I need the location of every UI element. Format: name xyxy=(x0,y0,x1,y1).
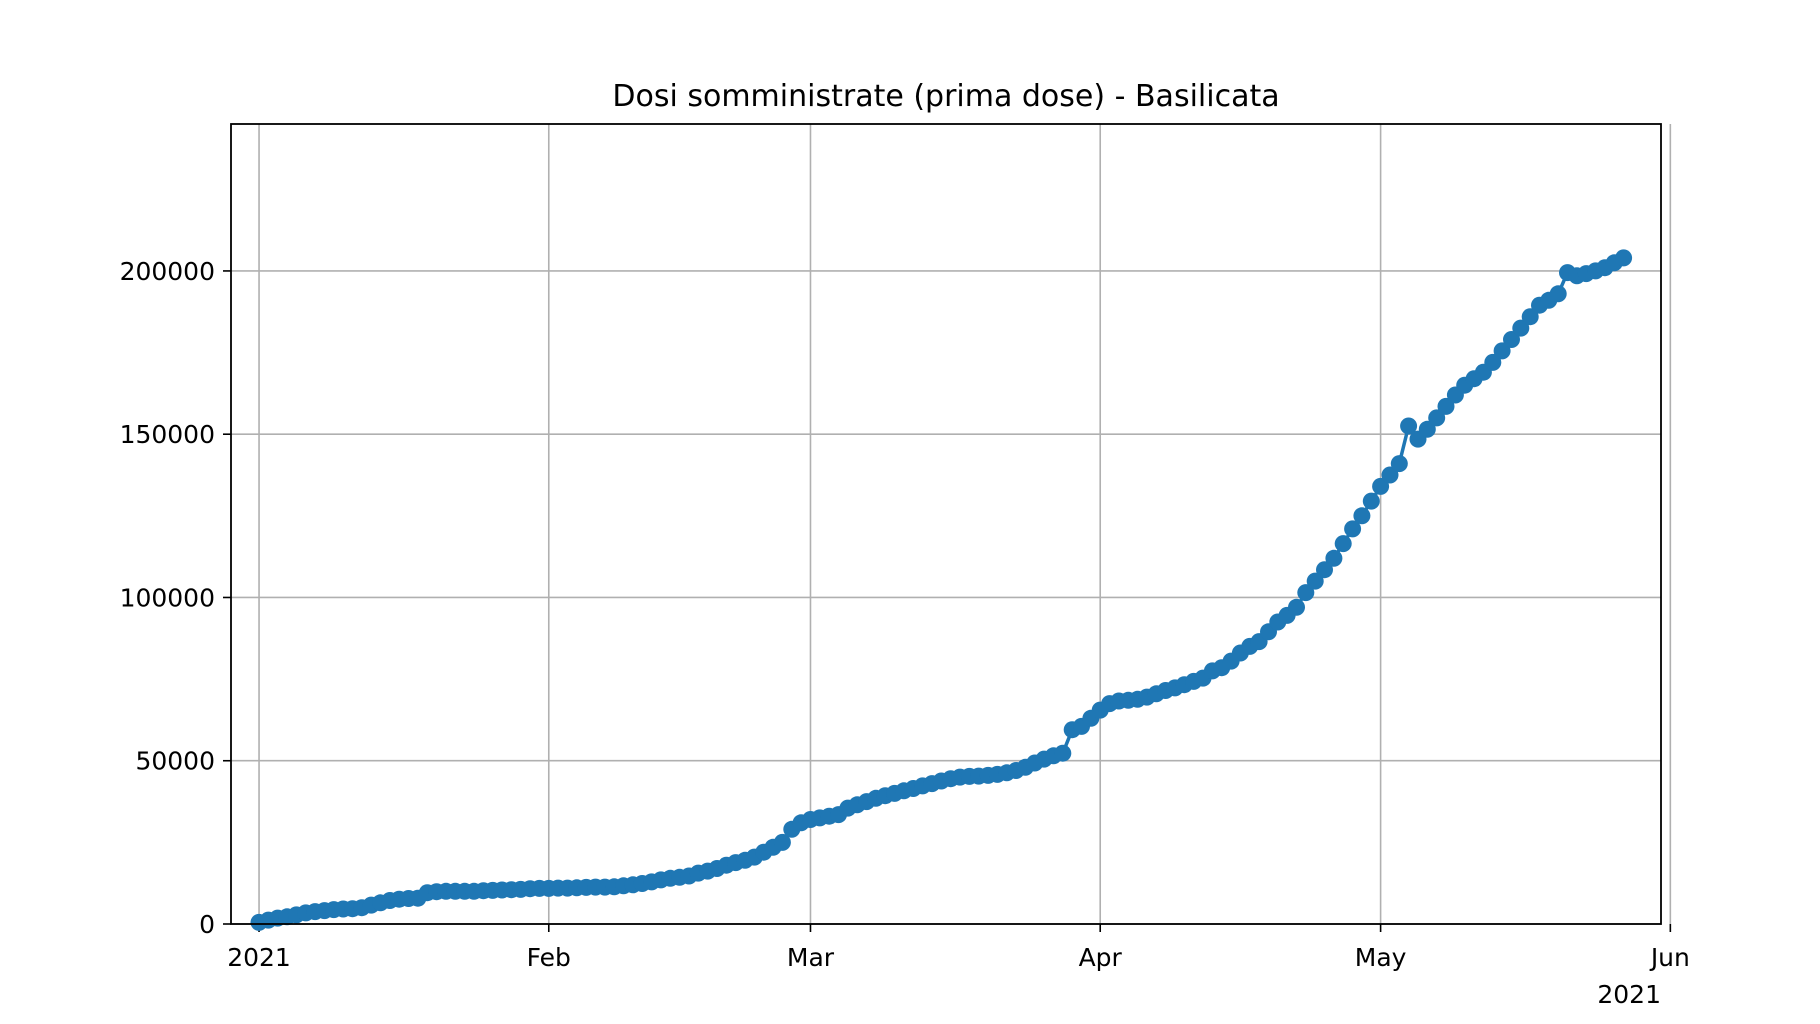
data-point xyxy=(1484,353,1502,371)
x-tick-label: Apr xyxy=(1079,943,1123,972)
x-tick-label: 2021 xyxy=(227,943,291,972)
data-point xyxy=(1344,520,1362,538)
data-point xyxy=(1512,319,1530,337)
data-point xyxy=(1493,342,1511,360)
y-tick-label: 0 xyxy=(199,910,215,939)
data-point xyxy=(1306,572,1324,590)
data-point xyxy=(773,833,791,851)
data-point xyxy=(1400,417,1418,435)
y-tick-label: 150000 xyxy=(120,420,215,449)
data-point xyxy=(1521,308,1539,326)
y-tick-label: 200000 xyxy=(120,257,215,286)
data-point xyxy=(1503,331,1520,348)
chart-title: Dosi somministrate (prima dose) - Basili… xyxy=(612,79,1279,114)
data-point xyxy=(1372,477,1390,495)
data-point xyxy=(1418,420,1436,438)
data-point xyxy=(1288,598,1305,616)
x-tick-label: Mar xyxy=(787,943,835,972)
data-point xyxy=(1334,535,1352,553)
data-point xyxy=(1615,249,1633,267)
data-point xyxy=(1054,744,1072,762)
data-point xyxy=(1362,492,1380,510)
data-series xyxy=(250,249,1633,931)
axes: 2021 Feb Mar Apr May Jun 0 50000 100000 150000 200… xyxy=(120,257,1690,972)
data-point xyxy=(1381,466,1399,484)
x-axis-offset-label: 2021 xyxy=(1597,980,1661,1009)
x-tick-label: Feb xyxy=(527,943,571,972)
data-point xyxy=(1297,584,1315,602)
series-line xyxy=(258,256,1625,925)
data-point xyxy=(1428,409,1446,427)
data-point xyxy=(1549,285,1567,303)
y-tick-label: 100000 xyxy=(120,583,215,612)
x-tick-label: Jun xyxy=(1649,943,1690,972)
y-tick-label: 50000 xyxy=(135,747,215,776)
data-point xyxy=(1390,455,1408,473)
grid xyxy=(231,124,1672,925)
data-point xyxy=(1325,549,1343,567)
plot-frame xyxy=(230,123,1662,925)
data-point xyxy=(1353,507,1371,525)
x-tick-label: May xyxy=(1355,943,1407,972)
data-point xyxy=(1437,397,1455,415)
data-point xyxy=(1316,561,1333,579)
